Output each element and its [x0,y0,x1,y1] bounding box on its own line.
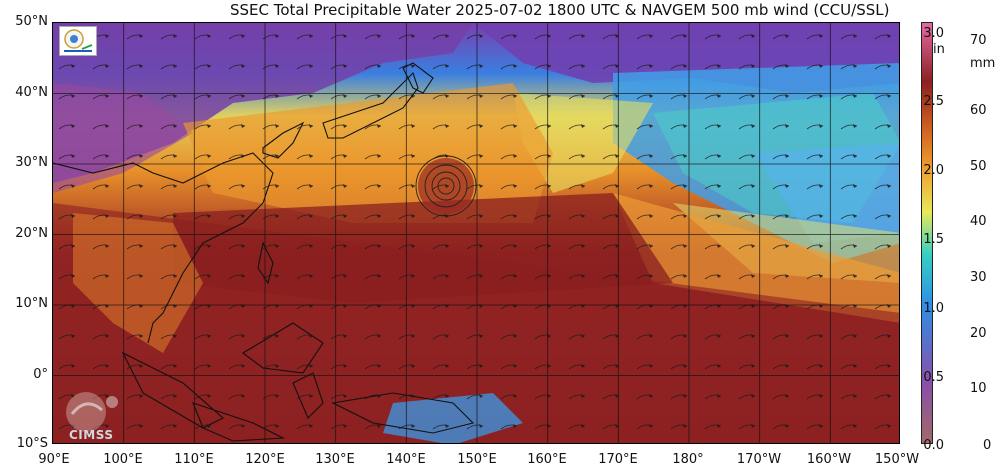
colorbar-inch-tick: 2.5 [923,94,944,109]
lat-label-equator: 0° [33,367,48,382]
lon-label-120e: 120°E [245,452,285,467]
lat-label-20n: 20°N [15,226,48,241]
cimss-logo-text: CIMSS [69,428,114,442]
lat-label-40n: 40°N [15,85,48,100]
colorbar [921,22,933,444]
colorbar-inch-tick: 0.5 [923,370,944,385]
ssec-logo [59,26,97,56]
lon-label-90e: 90°E [38,452,70,467]
colorbar-inch-unit: in [933,42,945,57]
lat-label-30n: 30°N [15,155,48,170]
colorbar-inch-tick: 3.0 [923,26,944,41]
colorbar-inch-tick: 2.0 [923,163,944,178]
colorbar-mm-tick: 70 [970,33,987,48]
lat-label-50n: 50°N [15,14,48,29]
lon-label-130e: 130°E [315,452,355,467]
lon-label-150e: 150°E [457,452,497,467]
colorbar-mm-tick: 30 [970,270,987,285]
cimss-logo [56,388,130,444]
lon-label-160w: 160°W [806,452,852,467]
lat-label-10s: 10°S [16,436,48,451]
colorbar-inch-tick: 1.5 [923,232,944,247]
lon-label-170e: 170°E [598,452,638,467]
colorbar-mm-unit: mm [970,56,996,71]
colorbar-mm-tick: 20 [970,326,987,341]
lon-label-150w: 150°W [874,452,920,467]
colorbar-mm-tick: 50 [970,159,987,174]
ssec-logo-graphic [64,29,93,52]
tpw-map [52,22,900,444]
tpw-field-graphic [53,23,899,443]
lon-label-180: 180° [672,452,704,467]
lon-label-170w: 170°W [736,452,782,467]
colorbar-mm-tick: 0 [983,438,992,453]
colorbar-mm-tick: 60 [970,103,987,118]
colorbar-mm-tick: 10 [970,381,987,396]
cimss-logo-graphic [66,392,118,432]
lon-label-110e: 110°E [174,452,214,467]
lon-label-100e: 100°E [103,452,143,467]
colorbar-inch-tick: 1.0 [923,301,944,316]
colorbar-inch-tick: 0.0 [923,438,944,453]
colorbar-mm-tick: 40 [970,214,987,229]
lon-label-140e: 140°E [386,452,426,467]
map-title: SSEC Total Precipitable Water 2025-07-02… [230,1,890,19]
lat-label-10n: 10°N [15,296,48,311]
lon-label-160e: 160°E [527,452,567,467]
